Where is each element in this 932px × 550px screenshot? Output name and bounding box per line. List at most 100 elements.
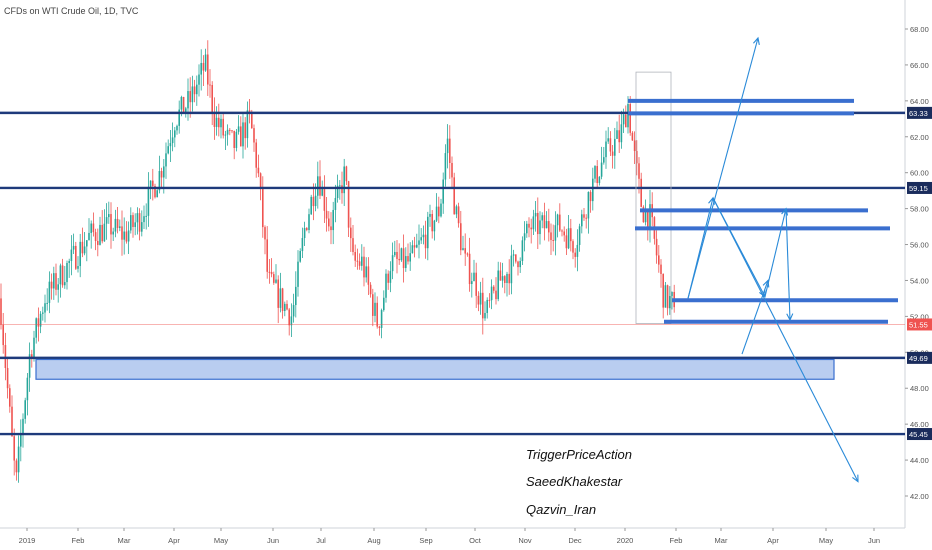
candle-body: [156, 190, 158, 198]
candle-body: [501, 276, 504, 281]
candle-body: [90, 223, 92, 233]
candle-body: [532, 216, 535, 230]
time-tick-label: 2019: [19, 536, 36, 545]
time-tick-label: Sep: [419, 536, 432, 545]
price-tick-label: 58.00: [910, 205, 929, 214]
candle-body: [112, 231, 114, 235]
key-level-label: 59.15: [909, 184, 928, 193]
candle-body: [138, 213, 141, 232]
candle-body: [578, 226, 581, 245]
candle-body: [77, 266, 79, 269]
candle-body: [429, 213, 431, 217]
time-tick-label: Apr: [168, 536, 180, 545]
candle-body: [570, 228, 572, 242]
candle-body: [519, 260, 521, 268]
candle-body: [466, 253, 469, 255]
candle-body: [561, 230, 563, 232]
candle-body: [545, 221, 548, 229]
support-zone: [35, 358, 835, 380]
candle-body: [517, 261, 519, 268]
candle-body: [499, 270, 502, 281]
candle-body: [495, 290, 497, 300]
candle-body: [9, 388, 11, 407]
candle-body: [354, 251, 356, 261]
candle-body: [482, 292, 484, 319]
candle-body: [4, 345, 7, 368]
candle-body: [11, 406, 13, 437]
price-tick-label: 46.00: [910, 420, 929, 429]
candle-body: [563, 231, 565, 236]
candle-body: [44, 303, 46, 313]
price-tick-label: 64.00: [910, 97, 929, 106]
candle-body: [363, 256, 365, 278]
candle-body: [565, 235, 568, 249]
candle-body: [512, 254, 515, 256]
projection-arrow-down-long: [712, 197, 859, 482]
candle-body: [55, 273, 57, 290]
candle-body: [185, 108, 187, 114]
candle-body: [108, 214, 110, 218]
candle-body: [328, 218, 330, 227]
candle-body: [449, 138, 451, 163]
candle-body: [64, 282, 66, 286]
candle-body: [163, 166, 165, 178]
candle-body: [299, 251, 301, 262]
candle-body: [671, 291, 673, 297]
candle-body: [369, 284, 372, 295]
time-tick-label: Jun: [267, 536, 279, 545]
candle-body: [616, 130, 618, 139]
candle-body: [405, 256, 407, 269]
candle-body: [218, 117, 220, 128]
candle-body: [61, 265, 64, 286]
price-tick-label: 60.00: [910, 169, 929, 178]
candle-body: [332, 209, 334, 231]
candle-body: [585, 217, 587, 219]
projection-arrow-up-long-head: [753, 36, 760, 45]
candle-body: [224, 134, 227, 136]
candle-body: [660, 264, 662, 274]
candle-body: [607, 138, 609, 142]
price-tick-label: 56.00: [910, 241, 929, 250]
candle-body: [556, 214, 559, 226]
candle-body: [576, 244, 579, 257]
candle-body: [508, 273, 510, 284]
candle-body: [473, 272, 475, 282]
candle-body: [453, 177, 455, 215]
projection-arrow-up-long: [687, 37, 759, 299]
candle-body: [376, 302, 378, 327]
candle-body: [308, 214, 310, 230]
price-tick-label: 48.00: [910, 384, 929, 393]
candle-body: [387, 273, 389, 283]
candle-body: [330, 226, 332, 231]
candle-body: [629, 104, 631, 133]
candle-body: [644, 210, 647, 223]
candle-body: [72, 245, 75, 250]
candle-body: [259, 173, 262, 190]
candle-body: [42, 312, 44, 314]
candle-body: [455, 206, 458, 215]
candle-body: [658, 255, 660, 265]
candle-body: [471, 281, 473, 285]
time-tick-label: Mar: [715, 536, 728, 545]
candle-body: [640, 178, 642, 207]
last-price-label: 51.55: [909, 320, 928, 329]
candle-body: [97, 241, 99, 245]
candle-body: [160, 171, 163, 178]
candle-body: [460, 223, 462, 251]
candle-body: [550, 232, 552, 240]
candle-body: [486, 299, 488, 313]
candle-body: [211, 85, 213, 113]
candle-body: [295, 286, 297, 306]
candle-body: [475, 272, 477, 296]
candle-body: [79, 241, 81, 267]
candle-body: [572, 241, 574, 253]
candle-body: [609, 138, 612, 152]
candle-body: [0, 298, 2, 325]
candle-body: [433, 220, 436, 232]
candle-body: [424, 234, 427, 249]
candle-body: [583, 214, 585, 218]
candle-body: [70, 249, 73, 261]
time-tick-label: Mar: [118, 536, 131, 545]
candle-body: [46, 302, 48, 304]
